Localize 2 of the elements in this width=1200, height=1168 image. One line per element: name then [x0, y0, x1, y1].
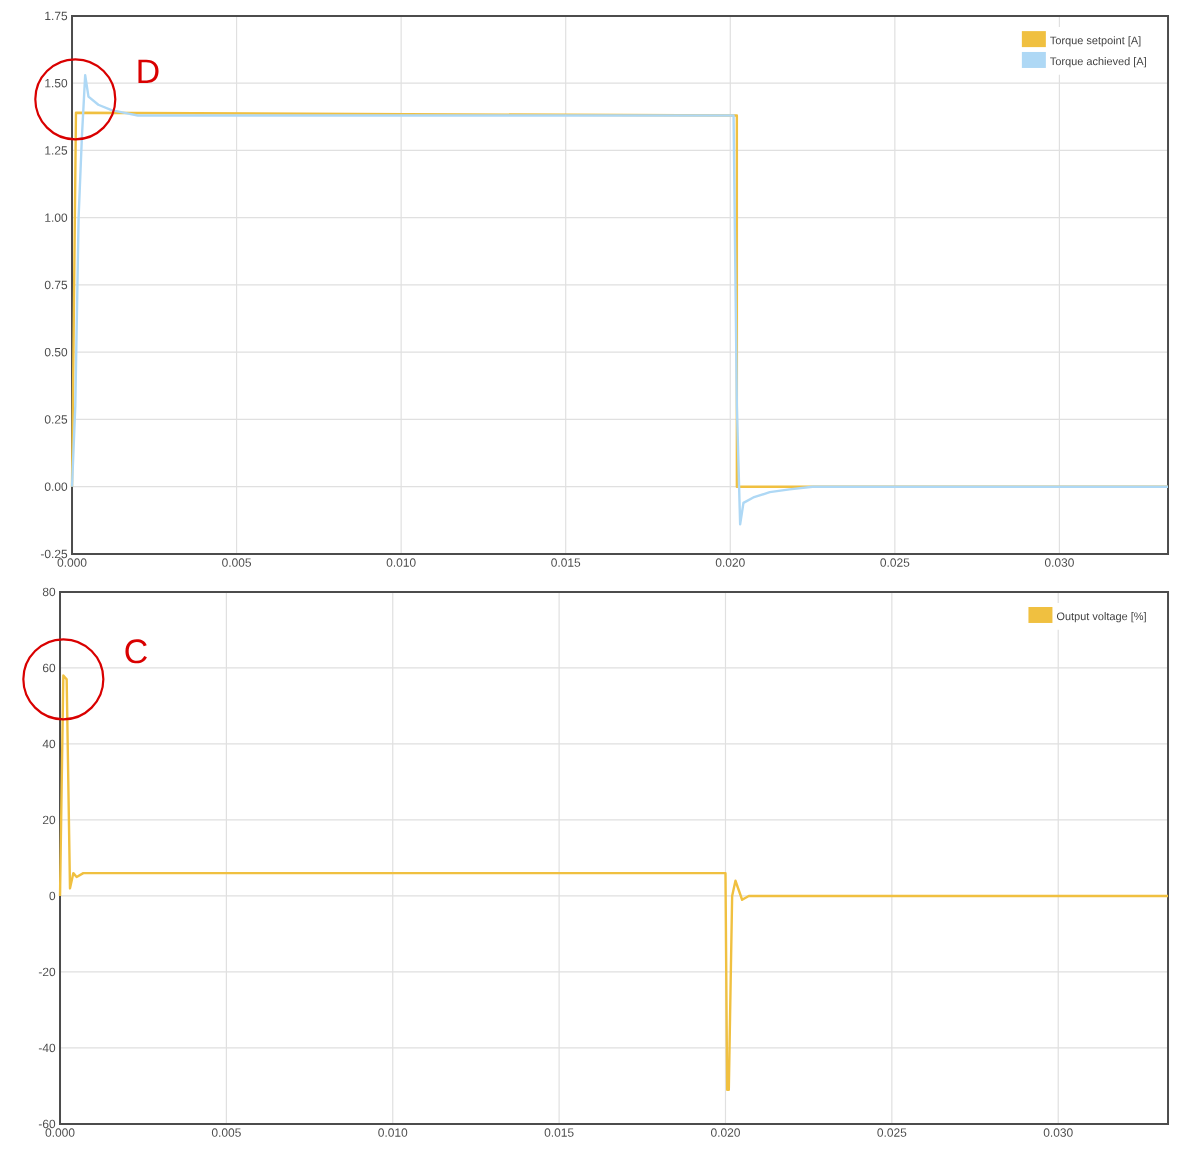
annotation: D	[138, 59, 159, 84]
annotation: C	[125, 639, 147, 664]
